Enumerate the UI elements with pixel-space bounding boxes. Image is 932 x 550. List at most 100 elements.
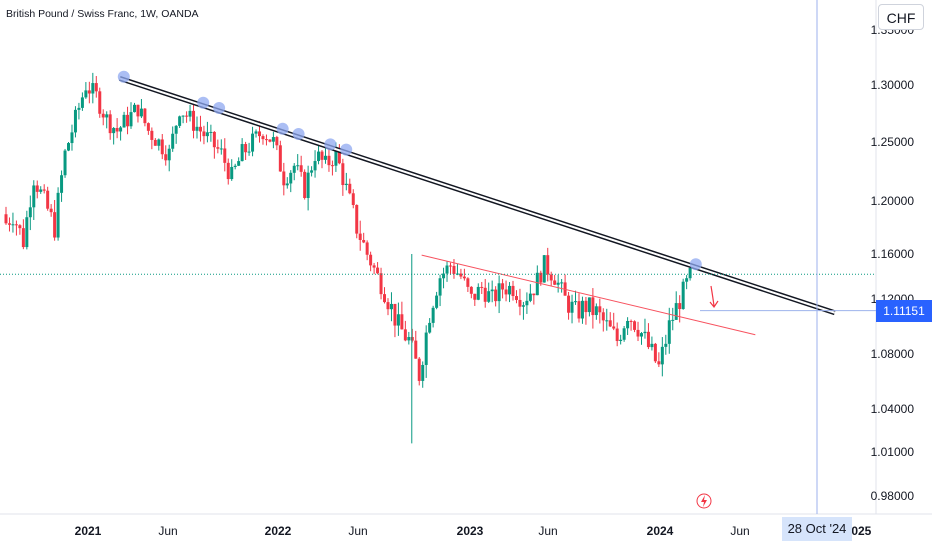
- candle-body: [626, 320, 630, 329]
- candle-body: [105, 114, 109, 118]
- candle-body: [570, 301, 574, 313]
- candle-body: [233, 165, 237, 167]
- candle-body: [369, 254, 373, 266]
- candle-body: [577, 301, 581, 319]
- candle-body: [521, 305, 525, 307]
- candle-body: [674, 303, 678, 320]
- candle-body: [87, 90, 91, 94]
- candle-body: [421, 364, 425, 381]
- candle-body: [46, 190, 50, 209]
- candle-body: [341, 163, 345, 186]
- touch-point-marker: [324, 138, 337, 151]
- candle-body: [174, 125, 178, 134]
- candle-body: [549, 274, 553, 281]
- support-line[interactable]: [421, 254, 756, 336]
- candle-body: [313, 161, 317, 171]
- candle-body: [480, 286, 484, 288]
- candle-body: [223, 148, 227, 163]
- price-tick-label: 1.20000: [871, 194, 915, 208]
- candle-body: [452, 265, 456, 274]
- candle-body: [386, 302, 390, 310]
- candle-body: [296, 165, 300, 167]
- candle-body: [605, 320, 609, 322]
- candle-body: [414, 340, 418, 359]
- candle-body: [28, 207, 32, 218]
- candle-body: [431, 307, 435, 323]
- candle-body: [351, 193, 355, 205]
- currency-button[interactable]: CHF: [878, 4, 924, 30]
- candle-body: [306, 172, 310, 198]
- candle-body: [98, 91, 102, 114]
- candle-body: [91, 83, 95, 94]
- candle-body: [271, 137, 275, 142]
- candle-body: [264, 139, 268, 141]
- candle-body: [619, 339, 623, 342]
- candle-body: [112, 128, 116, 134]
- candle-body: [212, 131, 216, 148]
- candle-body: [299, 165, 303, 172]
- candles-group: [4, 72, 692, 444]
- candle-body: [146, 123, 150, 131]
- candle-body: [428, 322, 432, 333]
- candle-body: [379, 273, 383, 295]
- candle-body: [18, 225, 22, 229]
- time-tick-label: 2023: [457, 524, 484, 538]
- candle-body: [320, 151, 324, 160]
- touch-point-marker: [689, 258, 702, 271]
- price-axis[interactable]: 1.350001.300001.250001.200001.160001.120…: [871, 23, 915, 503]
- candle-body: [400, 314, 404, 330]
- candle-body: [122, 114, 126, 128]
- candle-body: [403, 329, 407, 341]
- candle-body: [358, 233, 362, 240]
- candle-body: [226, 162, 230, 180]
- candle-body: [80, 97, 84, 108]
- time-axis[interactable]: 2021 Jun 2022 Jun 2023 Jun 2024 Jun 2025: [75, 524, 872, 538]
- candle-body: [282, 171, 286, 186]
- price-tick-label: 1.04000: [871, 402, 915, 416]
- candle-body: [542, 255, 546, 283]
- candle-body: [327, 155, 331, 166]
- candle-body: [646, 331, 650, 348]
- price-tick-label: 0.98000: [871, 489, 915, 503]
- candle-body: [77, 107, 81, 110]
- candle-body: [601, 312, 605, 321]
- candle-body: [160, 139, 164, 155]
- candle-body: [195, 126, 199, 131]
- candle-body: [275, 137, 279, 146]
- candle-body: [393, 303, 397, 326]
- candle-body: [483, 287, 487, 302]
- down-arrow-icon: [709, 285, 719, 309]
- candle-body: [448, 265, 452, 267]
- candle-body: [94, 83, 98, 92]
- candle-body: [494, 289, 498, 302]
- candle-body: [490, 289, 494, 292]
- candle-body: [285, 183, 289, 186]
- candle-body: [396, 314, 400, 326]
- price-tick-label: 1.08000: [871, 347, 915, 361]
- price-tick-label: 1.30000: [871, 78, 915, 92]
- candle-body: [132, 104, 136, 113]
- candle-body: [167, 148, 171, 161]
- candle-body: [60, 175, 64, 193]
- candle-body: [639, 333, 643, 337]
- candle-body: [508, 285, 512, 295]
- candle-body: [608, 320, 612, 327]
- touch-point-marker: [117, 70, 130, 83]
- candle-body: [487, 291, 491, 302]
- candle-body: [251, 133, 255, 152]
- candle-body: [323, 155, 327, 160]
- candle-body: [202, 131, 206, 137]
- time-tick-label: 2021: [75, 524, 102, 538]
- touch-point-marker: [213, 101, 226, 114]
- candle-body: [546, 255, 550, 275]
- candle-body: [667, 320, 671, 344]
- candle-body: [671, 319, 675, 321]
- candle-body: [303, 171, 307, 198]
- touch-point-marker: [276, 122, 289, 135]
- candle-body: [435, 295, 439, 308]
- candle-body: [330, 165, 334, 167]
- candle-body: [143, 108, 147, 124]
- candle-body: [469, 286, 473, 294]
- candle-body: [178, 116, 182, 126]
